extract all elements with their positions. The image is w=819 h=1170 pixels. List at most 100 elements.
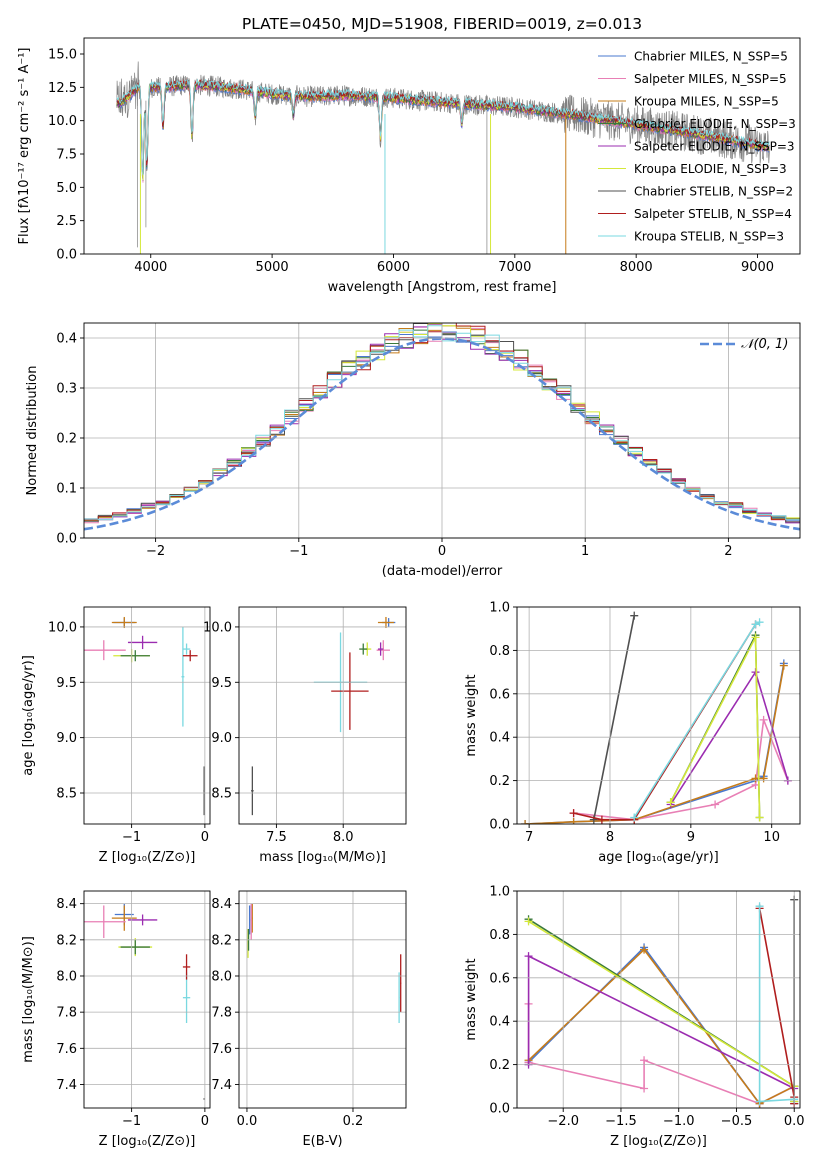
y-tick-label: 7.5 xyxy=(56,148,77,163)
plot-area-mass_vs_Z xyxy=(84,903,205,1100)
y-axis-label: mass weight xyxy=(464,674,479,756)
x-tick-label: −2 xyxy=(146,544,165,559)
legend-label: Salpeter STELIB, N_SSP=4 xyxy=(634,207,792,221)
residual-histogram xyxy=(84,323,800,521)
y-tick-label: 0.4 xyxy=(56,332,77,347)
legend-label: Chabrier MILES, N_SSP=5 xyxy=(634,50,788,64)
mass-weight-line xyxy=(573,623,757,821)
y-tick-label: 10.0 xyxy=(48,620,77,635)
legend-label: Salpeter MILES, N_SSP=5 xyxy=(634,72,787,86)
y-tick-label: 9.0 xyxy=(56,731,77,746)
mass-weight-marker xyxy=(640,1084,649,1093)
x-tick-label: 8000 xyxy=(620,260,653,275)
mass-weight-line xyxy=(527,1003,795,1105)
mass-weight-marker xyxy=(751,633,760,642)
y-tick-label: 12.5 xyxy=(48,81,77,96)
plot-area-weight_vs_age xyxy=(521,611,792,824)
y-tick-label: 9.5 xyxy=(211,676,232,691)
mass-weight-marker xyxy=(755,813,764,822)
chart-title: PLATE=0450, MJD=51908, FIBERID=0019, z=0… xyxy=(242,15,642,33)
residual-legend: 𝒩(0, 1) xyxy=(700,337,788,352)
y-tick-label: 0.8 xyxy=(489,644,510,659)
mass-weight-marker xyxy=(751,620,760,629)
y-tick-label: 7.8 xyxy=(56,1006,77,1021)
legend-label: Salpeter ELODIE, N_SSP=3 xyxy=(634,140,795,154)
mass-weight-marker xyxy=(640,945,649,954)
x-tick-label: 0 xyxy=(438,544,446,559)
mass-weight-marker xyxy=(666,798,675,807)
y-tick-label: 9.0 xyxy=(211,731,232,746)
x-axis-label: Z [log₁₀(Z/Z⊙)] xyxy=(99,1134,196,1149)
x-tick-label: 0.0 xyxy=(784,1114,805,1129)
plot-area-spectrum xyxy=(116,61,770,254)
mass-weight-line xyxy=(528,948,795,1105)
plot-area-age_vs_mass xyxy=(251,616,396,816)
y-tick-label: 8.0 xyxy=(211,969,232,984)
x-tick-label: 2 xyxy=(724,544,732,559)
mass-weight-line xyxy=(525,665,785,824)
x-tick-label: 7.5 xyxy=(266,830,287,845)
mass-weight-marker xyxy=(759,774,768,783)
y-tick-label: 8.2 xyxy=(211,933,232,948)
axes-frame xyxy=(238,890,407,1109)
mass-weight-marker xyxy=(524,917,533,926)
axes-mass_vs_Z: −1 0 7.4 7.6 7.8 8.0 8.2 8.4 Z [log₁₀(Z/Z⊙)] mass… xyxy=(21,890,211,1149)
legend-label: Kroupa MILES, N_SSP=5 xyxy=(634,95,779,109)
x-tick-label: 0 xyxy=(201,1114,209,1129)
x-axis-label: E(B-V) xyxy=(302,1134,342,1149)
x-tick-label: −1 xyxy=(122,830,141,845)
mass-weight-marker xyxy=(630,611,639,620)
legend-label: Chabrier ELODIE, N_SSP=3 xyxy=(634,117,796,131)
mass-weight-line xyxy=(593,615,635,820)
legend-label: Kroupa STELIB, N_SSP=3 xyxy=(634,230,784,244)
axes-age_vs_Z: −1 0 8.5 9.0 9.5 10.0 Z [log₁₀(Z/Z⊙)] age [log₁… xyxy=(21,606,211,865)
x-axis-label: wavelength [Angstrom, rest frame] xyxy=(328,280,557,295)
axes-residuals: −2 −1 0 1 2 0.0 0.1 0.2 0.3 0.4 (data-model)/error… xyxy=(25,322,801,579)
axes-frame xyxy=(516,890,801,1109)
y-tick-label: 0.0 xyxy=(489,818,510,833)
x-tick-label: 10 xyxy=(763,830,780,845)
mass-weight-line xyxy=(669,637,761,818)
mass-weight-marker xyxy=(569,809,578,818)
x-tick-label: 0.0 xyxy=(237,1114,258,1129)
y-tick-label: 8.4 xyxy=(211,897,232,912)
axes-frame xyxy=(238,606,407,825)
y-tick-label: 7.6 xyxy=(56,1042,77,1057)
mass-weight-marker xyxy=(524,952,533,961)
x-tick-label: −1 xyxy=(289,544,308,559)
y-axis-label: mass weight xyxy=(464,958,479,1040)
x-tick-label: −1.0 xyxy=(663,1114,695,1129)
mass-weight-marker xyxy=(779,661,788,670)
plot-area-age_vs_Z xyxy=(84,616,205,816)
y-tick-label: 0.8 xyxy=(489,928,510,943)
mass-weight-line xyxy=(528,920,795,1102)
y-tick-label: 0.6 xyxy=(489,687,510,702)
y-axis-label: Flux [fλ10⁻¹⁷ erg cm⁻² s⁻¹ A⁻¹] xyxy=(17,48,32,245)
mass-weight-marker xyxy=(597,815,606,824)
y-tick-label: 8.2 xyxy=(56,933,77,948)
axes-mass_vs_ebv: 0.0 0.2 7.4 7.6 7.8 8.0 8.2 8.4 E(B-V) xyxy=(211,890,407,1149)
axes-weight_vs_age: 7 8 9 10 0.0 0.2 0.4 0.6 0.8 1.0 age [log₁₀(age/yr… xyxy=(464,601,801,865)
y-tick-label: 8.5 xyxy=(211,787,232,802)
y-tick-label: 0.0 xyxy=(56,532,77,547)
mass-weight-marker xyxy=(521,820,530,824)
plot-area-weight_vs_Z xyxy=(524,895,799,1108)
y-tick-label: 8.4 xyxy=(56,897,77,912)
y-tick-label: 15.0 xyxy=(48,48,77,63)
y-tick-label: 7.6 xyxy=(211,1042,232,1057)
x-axis-label: Z [log₁₀(Z/Z⊙)] xyxy=(610,1134,707,1149)
y-axis-label: age [log₁₀(age/yr)] xyxy=(21,655,36,776)
y-tick-label: 5.0 xyxy=(56,181,77,196)
y-tick-label: 0.6 xyxy=(489,971,510,986)
y-tick-label: 0.2 xyxy=(489,1058,510,1073)
x-tick-label: 0 xyxy=(201,830,209,845)
x-tick-label: 7000 xyxy=(498,260,531,275)
x-tick-label: 4000 xyxy=(134,260,167,275)
spectrum-model-line xyxy=(116,78,770,176)
legend-label: Chabrier STELIB, N_SSP=2 xyxy=(634,185,793,199)
y-tick-label: 9.5 xyxy=(56,676,77,691)
mass-weight-marker xyxy=(759,715,768,724)
y-tick-label: 0.1 xyxy=(56,482,77,497)
mass-weight-marker xyxy=(711,800,720,809)
